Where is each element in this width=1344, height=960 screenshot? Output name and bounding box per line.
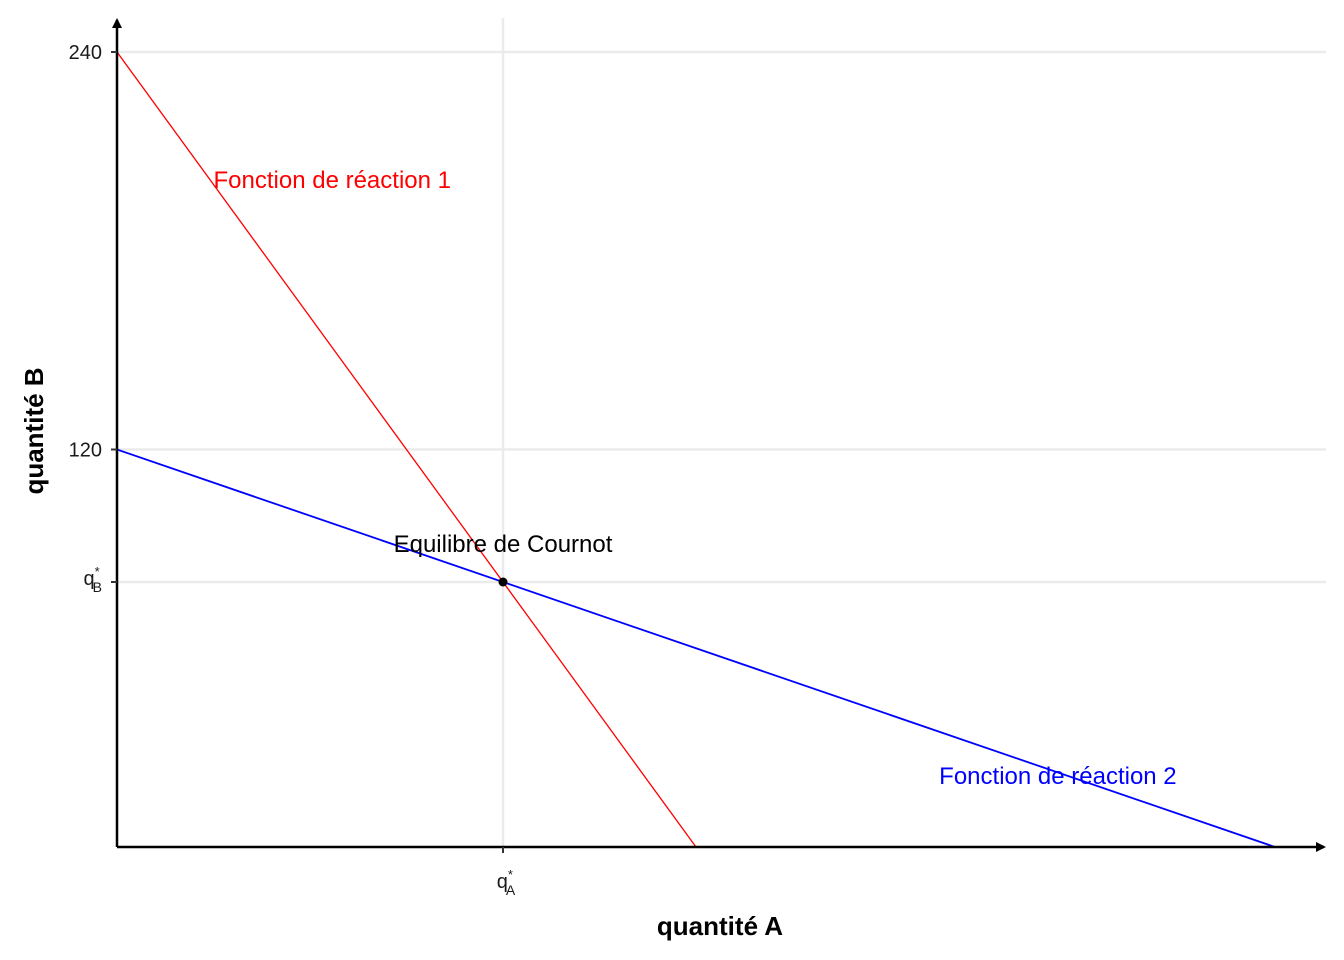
grid (117, 18, 1326, 847)
y-tick-label: q* B (83, 564, 102, 595)
y-tick-label: 120 (69, 440, 102, 462)
series-line-2 (116, 448, 1276, 848)
equilibrium-point (498, 577, 508, 587)
series-line-1 (116, 51, 697, 848)
points-layer (498, 577, 508, 587)
annotations: Fonction de réaction 1 Fonction de réacti… (214, 167, 1177, 790)
x-axis-title: quantité A (657, 911, 783, 941)
annotation-3: Equilibre de Cournot (394, 531, 613, 558)
y-axis-title: quantité B (19, 367, 49, 494)
x-tick-label: q* A (497, 867, 516, 898)
series-layer (116, 51, 1276, 848)
y-tick-label: 240 (69, 42, 102, 64)
axes (112, 18, 1326, 852)
annotation-1: Fonction de réaction 1 (214, 167, 451, 194)
annotation-2: Fonction de réaction 2 (939, 763, 1176, 790)
ticks: 240 120 q* B q* A (69, 42, 516, 898)
